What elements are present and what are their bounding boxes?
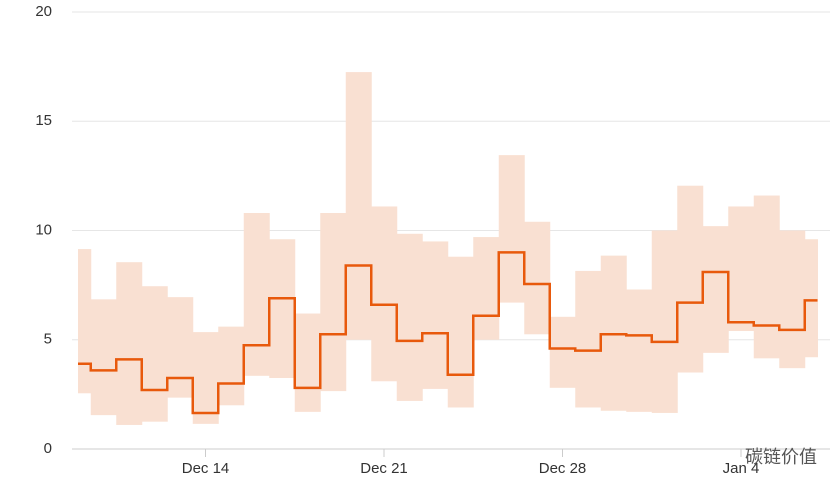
step-line [78,251,818,415]
range-band [626,289,653,412]
range-band [269,239,296,378]
x-tick-label: Dec 21 [360,460,408,477]
range-band [779,230,806,369]
x-tick-label: Jan 4 [723,460,760,477]
range-band [422,241,449,389]
range-band [371,206,398,382]
range-band [498,155,525,303]
range-band [243,213,270,376]
range-band [753,195,780,359]
range-band [345,72,372,340]
y-tick-label: 5 [44,331,52,348]
range-band [167,297,194,398]
range-band [78,249,92,394]
y-tick-label: 0 [44,440,52,457]
watermark: 碳链价值 [745,447,817,467]
range-band [141,286,168,422]
y-tick-label: 10 [35,221,52,238]
range-band [677,185,704,373]
x-tick-label: Dec 28 [539,460,587,477]
range-band [524,221,551,335]
range-band [396,233,423,401]
range-band [728,206,755,332]
range-band [294,313,321,412]
range-band [90,299,117,416]
range-band [218,326,245,406]
range-band [549,316,576,388]
range-band [651,230,678,413]
range-band [575,270,602,408]
range-band [473,237,500,340]
range-band [447,256,474,408]
y-tick-label: 15 [35,112,52,129]
range-band [804,239,818,358]
range-band [116,262,143,425]
y-tick-label: 20 [35,3,52,20]
range-band [702,226,729,353]
x-tick-label: Dec 14 [182,460,230,477]
range-band [320,213,347,392]
range-band [192,332,219,424]
